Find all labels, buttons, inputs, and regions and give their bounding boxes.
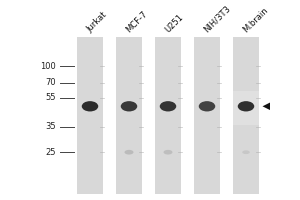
Polygon shape xyxy=(262,103,270,110)
Text: NIH/3T3: NIH/3T3 xyxy=(202,4,232,34)
Bar xyxy=(233,37,259,194)
Text: U251: U251 xyxy=(163,12,185,34)
Ellipse shape xyxy=(121,101,137,111)
Ellipse shape xyxy=(199,101,215,111)
Ellipse shape xyxy=(124,150,134,155)
Text: M.brain: M.brain xyxy=(241,5,270,34)
Text: 25: 25 xyxy=(45,148,56,157)
Ellipse shape xyxy=(242,150,250,154)
Ellipse shape xyxy=(164,150,172,155)
Text: 70: 70 xyxy=(45,78,56,87)
Ellipse shape xyxy=(238,101,254,111)
Text: 35: 35 xyxy=(45,122,56,131)
Text: 100: 100 xyxy=(40,62,56,71)
Text: 55: 55 xyxy=(45,93,56,102)
Bar xyxy=(233,91,259,125)
Bar xyxy=(77,37,103,194)
Bar xyxy=(194,37,220,194)
Text: Jurkat: Jurkat xyxy=(85,10,109,34)
Ellipse shape xyxy=(82,101,98,111)
Text: MCF-7: MCF-7 xyxy=(124,9,149,34)
Ellipse shape xyxy=(160,101,176,111)
Bar xyxy=(116,37,142,194)
Bar xyxy=(155,37,181,194)
